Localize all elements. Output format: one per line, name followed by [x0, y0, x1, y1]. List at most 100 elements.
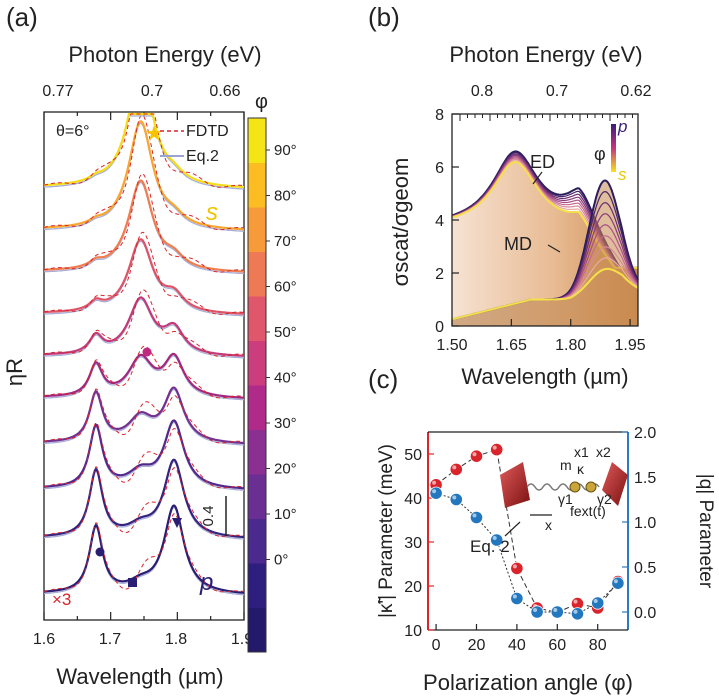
panel-c-label: (c) [368, 364, 398, 394]
b-ylabel: σscat/σgeom [388, 158, 413, 287]
c-point-highlight [472, 513, 477, 518]
a-x-tick: 1.6 [33, 631, 55, 648]
c-ylabel-left: |κ̃'| Parameter (meV) [376, 444, 397, 618]
p-top-label: p [617, 117, 627, 136]
b-top-xlabel: Photon Energy (eV) [449, 42, 642, 67]
colorbar-segment [248, 296, 266, 341]
a-angle-label: θ=6° [56, 123, 90, 140]
c-left-tick-label: 30 [404, 535, 422, 552]
right-particle [602, 462, 628, 506]
a-top-tick: 0.7 [141, 83, 163, 100]
md-label: MD [504, 234, 532, 254]
colorbar-segment [248, 518, 266, 564]
eta-curve-phi-60 [44, 238, 245, 315]
c-point-highlight [553, 608, 558, 612]
fdtd-curve-phi-70 [43, 173, 245, 273]
colorbar-segment [248, 563, 266, 608]
colorbar-tick-label: 0° [274, 552, 288, 569]
md-arrow [547, 244, 561, 253]
c-point-right [570, 607, 585, 621]
eq2-fit-phi-60 [44, 240, 245, 317]
b-x-tick-label: 1.65 [496, 337, 527, 354]
fdtd-curve-phi-40 [43, 345, 245, 399]
colorbar-tick-label: 20° [274, 461, 297, 478]
colorbar-segment [248, 385, 266, 430]
colorbar-segment [248, 340, 266, 386]
c-point-left [469, 449, 484, 463]
c-left-tick-label: 50 [404, 447, 422, 464]
panel-b-label: (b) [368, 2, 400, 32]
eq2-fit-phi-0 [44, 506, 245, 596]
c-right-tick-label: 0.5 [634, 560, 656, 577]
c-point-left [490, 442, 504, 457]
b-ticks: 0 2 4 6 8 1.50 1.65 1.80 1.95 [435, 107, 646, 354]
a-x-tick: 1.8 [165, 631, 187, 648]
md-curve [451, 267, 639, 321]
eta-curve-phi-70 [44, 179, 245, 273]
c-point-highlight [432, 480, 437, 485]
colorbar-tick-label: 90° [274, 142, 297, 159]
c-left-tick-label: 10 [404, 623, 422, 640]
eq2-fit-phi-10 [43, 460, 245, 540]
ed-label: ED [530, 152, 555, 172]
colorbar-segment [248, 607, 266, 653]
inset-m: m [560, 457, 572, 473]
left-particle [500, 462, 530, 508]
c-x-tick-label: 40 [508, 637, 526, 654]
panel-c: 0 20 40 60 80 10 20 30 40 50 0.0 0.5 1.0 1.5 2.0 Eq. 2… [376, 425, 716, 695]
c-point-right [469, 510, 484, 525]
a-xlabel: Wavelength (µm) [56, 664, 223, 689]
colorbar-tick-label: 60° [274, 279, 297, 296]
eta-curve-phi-10 [43, 458, 245, 539]
b-y-tick-label: 8 [435, 107, 444, 124]
colorbar-title: φ [255, 91, 268, 113]
eq2-fit-phi-40 [43, 355, 244, 401]
fdtd-curve-phi-0 [43, 513, 245, 593]
c-point-highlight [492, 445, 497, 450]
mass-2 [585, 481, 597, 493]
panel-a: Photon Energy (eV) 0.77 0.7 0.66 θ=6° ★ … [2, 42, 297, 689]
c-x-tick-label: 60 [548, 637, 566, 654]
c-right-tick-label: 1.5 [634, 470, 656, 487]
oscillator-inset: m κ x1 x2 γ1 γ2 fext(t) x [500, 444, 628, 533]
b-y-tick-label: 2 [435, 266, 444, 283]
fdtd-curve-phi-90 [43, 113, 245, 188]
b-x-tick-label: 1.50 [436, 337, 467, 354]
c-ticks: 0 20 40 60 80 10 20 30 40 50 0.0 0.5 1.0 1.5 2.0 [404, 425, 656, 654]
c-point-left [510, 561, 524, 576]
panel-b: Photon Energy (eV) 0.8 0.7 0.62 0 2 4 6 8 1.5… [388, 42, 652, 389]
colorbar-frame [247, 117, 267, 653]
b-top-tick: 0.62 [620, 83, 651, 100]
b-x-tick-label: 1.80 [555, 337, 586, 354]
c-right-tick-label: 2.0 [634, 425, 656, 442]
b-xlabel: Wavelength (µm) [461, 364, 628, 389]
p-label: p [199, 569, 213, 596]
c-point-right [510, 591, 524, 606]
phi-arrow [611, 124, 616, 172]
inset-x: x [545, 517, 552, 533]
mass-1 [569, 481, 581, 493]
inset-x2: x2 [596, 444, 611, 460]
c-x-tick-label: 0 [432, 637, 441, 654]
c-left-tick-label: 20 [404, 579, 422, 596]
a-top-tick: 0.77 [42, 83, 73, 100]
eq2-arrow [504, 521, 521, 537]
c-point-highlight [452, 495, 457, 500]
c-right-tick-label: 0.0 [634, 605, 656, 622]
eta-curve-phi-80 [44, 120, 245, 231]
c-point-right [530, 605, 544, 619]
colorbar-tick-label: 30° [274, 415, 297, 432]
c-point-highlight [593, 599, 598, 603]
c-point-highlight [452, 465, 457, 470]
panel-a-label: (a) [6, 2, 38, 32]
c-point-right [611, 576, 625, 590]
inset-kappa: κ [577, 461, 585, 477]
c-point-right [449, 492, 463, 507]
fdtd-curve-phi-50 [43, 289, 245, 357]
c-point-highlight [573, 609, 578, 614]
a-top-tick: 0.66 [209, 83, 240, 100]
c-point-highlight [492, 536, 497, 540]
eta-curve-phi-20 [43, 419, 245, 490]
star-marker: ★ [145, 123, 163, 145]
